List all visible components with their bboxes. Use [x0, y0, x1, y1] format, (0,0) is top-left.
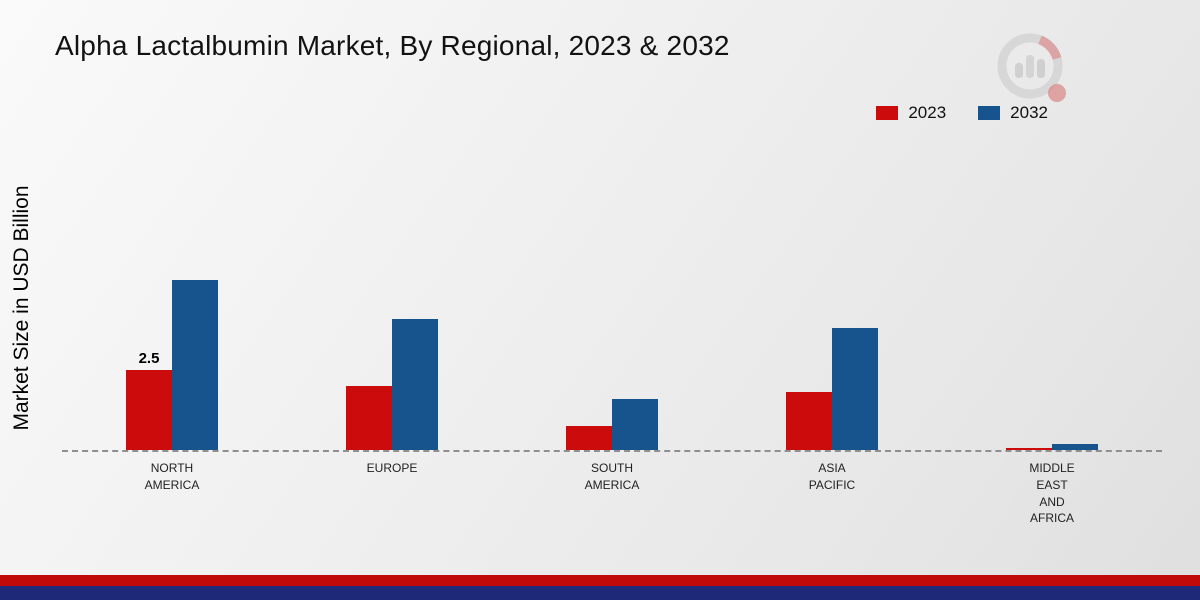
bar-2032-south-america: [612, 398, 658, 450]
legend-item-2032: 2032: [978, 103, 1048, 123]
category-label-middle-east-and-africa: MIDDLE EAST AND AFRICA: [1029, 461, 1075, 526]
legend-swatch-2032-icon: [978, 106, 1001, 120]
bar-2023-north-america: [126, 369, 172, 450]
bar-2023-middle-east-and-africa: [1006, 447, 1052, 450]
category-label-europe: EUROPE: [366, 461, 418, 475]
footer-strip-red: [0, 575, 1200, 586]
bar-2032-asia-pacific: [832, 328, 878, 450]
y-axis-label: Market Size in USD Billion: [10, 185, 33, 431]
bar-2032-north-america: [172, 280, 218, 450]
legend-swatch-2023-icon: [876, 106, 899, 120]
bar-2023-europe: [346, 385, 392, 450]
legend-item-2023: 2023: [876, 103, 946, 123]
bar-2032-middle-east-and-africa: [1052, 443, 1098, 450]
legend: 2023 2032: [876, 103, 1048, 123]
legend-label-2032: 2032: [1010, 103, 1048, 122]
chart-title: Alpha Lactalbumin Market, By Regional, 2…: [55, 30, 730, 61]
brand-logo-icon: [990, 30, 1076, 115]
bar-2023-south-america: [566, 425, 612, 450]
bar-2023-asia-pacific: [786, 392, 832, 450]
category-label-south-america: SOUTH AMERICA: [584, 461, 640, 492]
footer-strip-navy: [0, 586, 1200, 600]
plot-area: NORTH AMERICA EUROPE SOUTH AMERICA ASIA PACIFI…: [62, 280, 1162, 525]
category-label-asia-pacific: ASIA PACIFIC: [808, 461, 856, 492]
bar-2032-europe: [392, 318, 438, 450]
legend-label-2023: 2023: [908, 103, 947, 122]
x-axis-baseline: [62, 450, 1162, 452]
bar-value-label: 2.5: [138, 349, 160, 367]
category-label-north-america: NORTH AMERICA: [144, 461, 200, 492]
